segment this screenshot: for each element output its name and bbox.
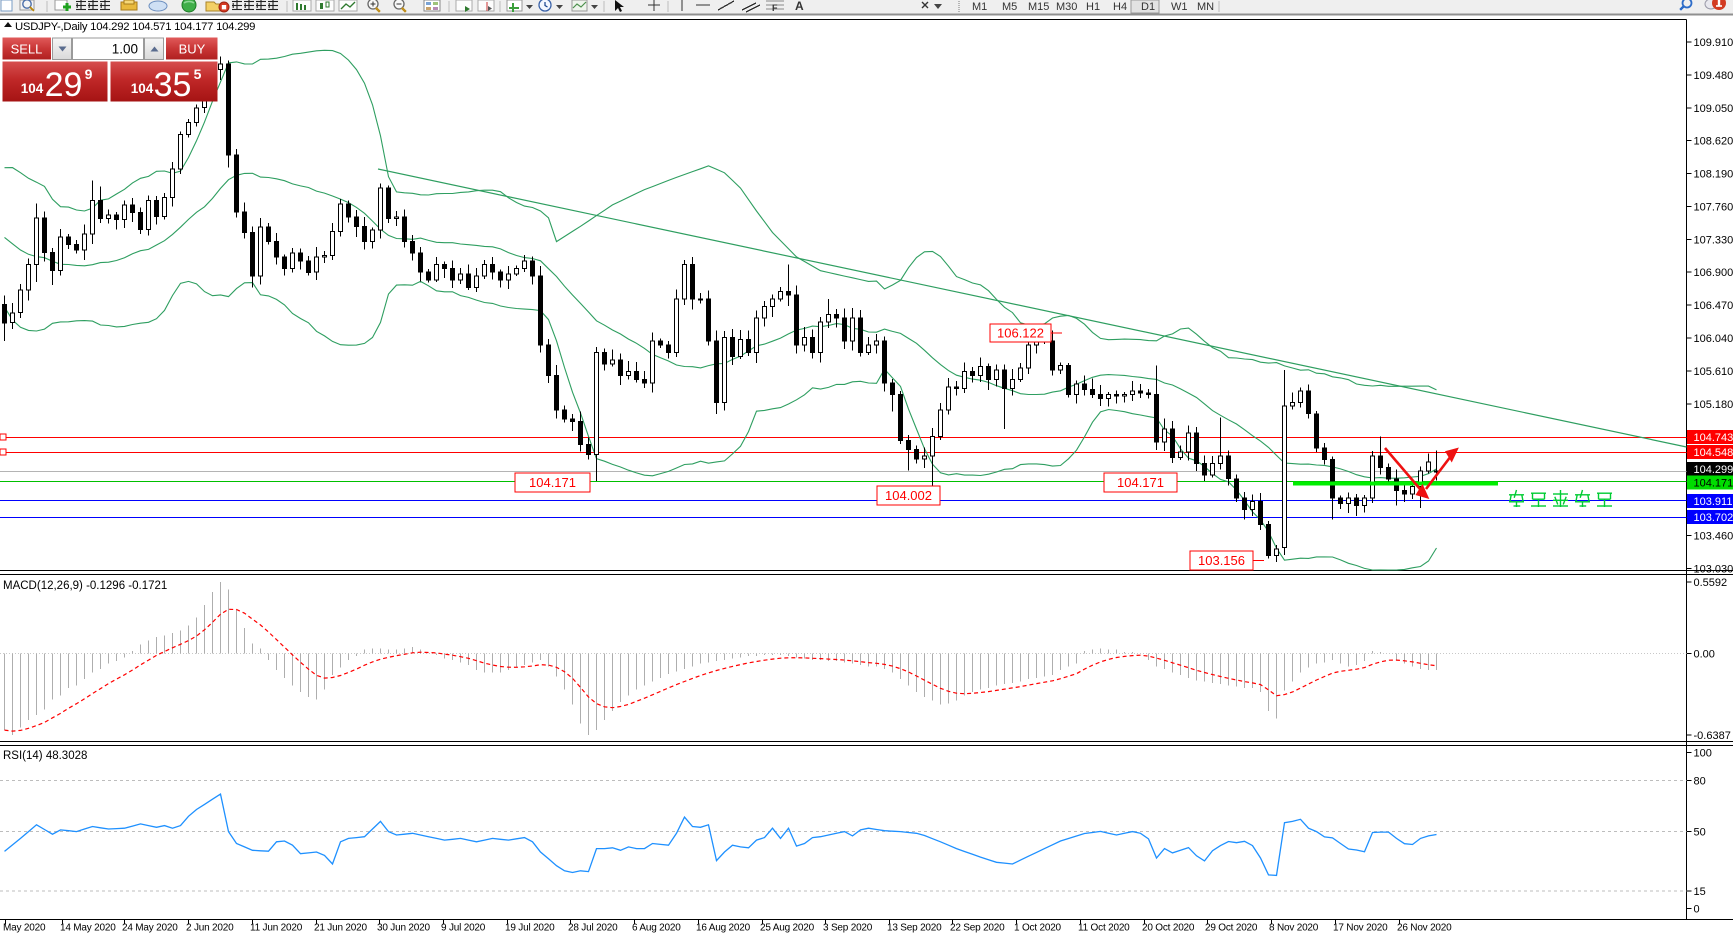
svg-text:May 2020: May 2020 <box>3 923 46 934</box>
svg-text:104.743: 104.743 <box>1694 432 1733 444</box>
svg-text:13 Sep 2020: 13 Sep 2020 <box>887 923 942 934</box>
svg-text:28 Jul 2020: 28 Jul 2020 <box>568 923 618 934</box>
svg-text:103.702: 103.702 <box>1694 512 1733 524</box>
svg-text:29 Oct 2020: 29 Oct 2020 <box>1205 923 1258 934</box>
svg-text:106.122: 106.122 <box>997 326 1044 341</box>
svg-text:80: 80 <box>1694 776 1706 788</box>
svg-text:W1: W1 <box>1171 1 1188 13</box>
svg-text:104: 104 <box>131 81 154 96</box>
svg-text:35: 35 <box>154 66 192 104</box>
svg-text:29: 29 <box>45 66 83 104</box>
svg-text:108.190: 108.190 <box>1694 169 1733 181</box>
svg-text:6 Aug 2020: 6 Aug 2020 <box>632 923 681 934</box>
svg-text:104: 104 <box>21 81 44 96</box>
svg-text:2 Jun 2020: 2 Jun 2020 <box>186 923 234 934</box>
svg-text:5: 5 <box>194 66 202 82</box>
svg-text:F: F <box>772 3 778 13</box>
svg-text:103.156: 103.156 <box>1198 553 1245 568</box>
svg-text:104.002: 104.002 <box>885 488 932 503</box>
svg-text:M30: M30 <box>1056 1 1077 13</box>
svg-text:17 Nov 2020: 17 Nov 2020 <box>1333 923 1388 934</box>
svg-text:106.900: 106.900 <box>1694 267 1733 279</box>
svg-text:A: A <box>795 0 804 13</box>
svg-text:106.040: 106.040 <box>1694 333 1733 345</box>
svg-text:11 Oct 2020: 11 Oct 2020 <box>1078 923 1130 934</box>
svg-text:15: 15 <box>1694 886 1706 898</box>
svg-text:100: 100 <box>1694 748 1712 760</box>
svg-text:109.480: 109.480 <box>1694 70 1733 82</box>
svg-text:16 Aug 2020: 16 Aug 2020 <box>696 923 751 934</box>
svg-text:0.00: 0.00 <box>1694 649 1715 661</box>
svg-text:22 Sep 2020: 22 Sep 2020 <box>950 923 1005 934</box>
svg-text:MACD(12,26,9) -0.1296 -0.1721: MACD(12,26,9) -0.1296 -0.1721 <box>3 580 167 592</box>
svg-text:MN: MN <box>1197 1 1214 13</box>
svg-text:105.180: 105.180 <box>1694 399 1733 411</box>
svg-text:108.620: 108.620 <box>1694 136 1733 148</box>
svg-text:-0.6387: -0.6387 <box>1694 730 1731 742</box>
svg-text:107.760: 107.760 <box>1694 201 1733 213</box>
svg-text:SELL: SELL <box>11 42 43 57</box>
svg-text:30 Jun 2020: 30 Jun 2020 <box>377 923 430 934</box>
svg-text:109.910: 109.910 <box>1694 37 1733 49</box>
svg-text:107.330: 107.330 <box>1694 234 1733 246</box>
svg-text:H4: H4 <box>1113 1 1127 13</box>
svg-text:3 Sep 2020: 3 Sep 2020 <box>823 923 873 934</box>
svg-text:103.030: 103.030 <box>1694 563 1733 575</box>
svg-text:103.911: 103.911 <box>1694 496 1733 508</box>
svg-text:14 May 2020: 14 May 2020 <box>60 923 116 934</box>
svg-text:109.050: 109.050 <box>1694 103 1733 115</box>
svg-text:104.548: 104.548 <box>1694 447 1733 459</box>
svg-text:0.5592: 0.5592 <box>1694 577 1728 589</box>
svg-text:M5: M5 <box>1002 1 1017 13</box>
svg-text:106.470: 106.470 <box>1694 300 1733 312</box>
svg-text:H1: H1 <box>1086 1 1100 13</box>
svg-text:M15: M15 <box>1028 1 1049 13</box>
svg-text:104.171: 104.171 <box>529 475 576 490</box>
svg-text:1 Oct 2020: 1 Oct 2020 <box>1014 923 1062 934</box>
svg-text:D1: D1 <box>1141 1 1155 13</box>
svg-text:9 Jul 2020: 9 Jul 2020 <box>441 923 486 934</box>
svg-text:9: 9 <box>85 66 93 82</box>
svg-text:26 Nov 2020: 26 Nov 2020 <box>1397 923 1452 934</box>
svg-text:104.171: 104.171 <box>1117 475 1164 490</box>
svg-text:BUY: BUY <box>179 42 206 57</box>
svg-text:8 Nov 2020: 8 Nov 2020 <box>1269 923 1319 934</box>
svg-text:104.299: 104.299 <box>1694 464 1733 476</box>
svg-text:19 Jul 2020: 19 Jul 2020 <box>505 923 555 934</box>
svg-text:USDJPY-,Daily 104.292 104.571: USDJPY-,Daily 104.292 104.571 104.177 10… <box>15 21 255 33</box>
svg-text:21 Jun 2020: 21 Jun 2020 <box>314 923 367 934</box>
svg-text:25 Aug 2020: 25 Aug 2020 <box>760 923 815 934</box>
svg-text:0: 0 <box>1694 904 1700 916</box>
svg-text:RSI(14) 48.3028: RSI(14) 48.3028 <box>3 750 87 762</box>
svg-text:1.00: 1.00 <box>112 42 138 57</box>
svg-text:105.610: 105.610 <box>1694 366 1733 378</box>
svg-text:104.171: 104.171 <box>1694 478 1733 490</box>
svg-text:24 May 2020: 24 May 2020 <box>122 923 178 934</box>
svg-text:M1: M1 <box>972 1 987 13</box>
svg-text:50: 50 <box>1694 827 1706 839</box>
svg-text:20 Oct 2020: 20 Oct 2020 <box>1142 923 1195 934</box>
svg-text:11 Jun 2020: 11 Jun 2020 <box>250 923 303 934</box>
svg-text:103.460: 103.460 <box>1694 530 1733 542</box>
